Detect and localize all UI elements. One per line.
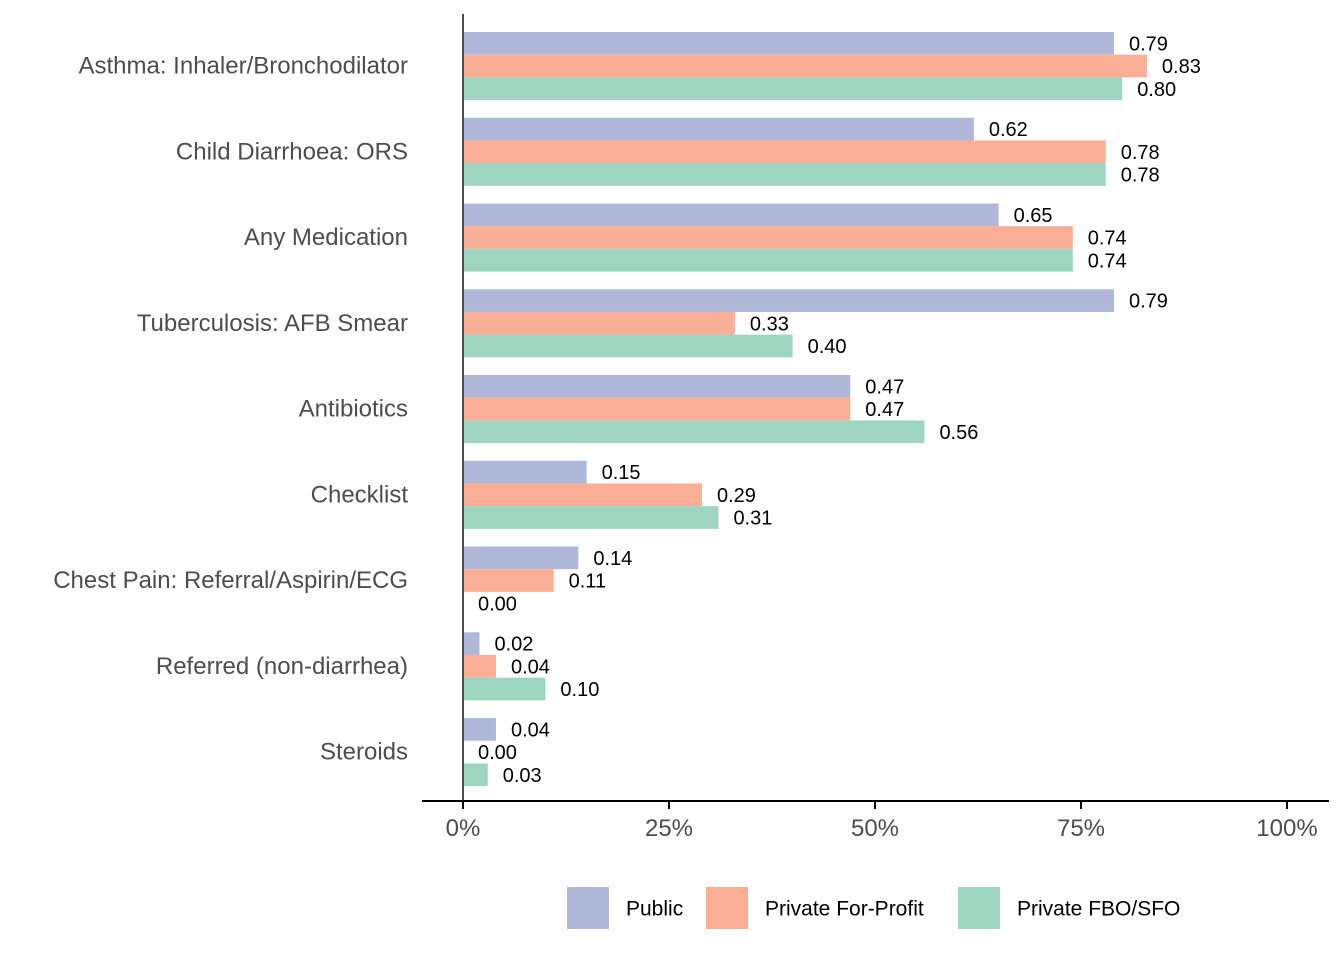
- bar-value-label: 0.78: [1121, 165, 1160, 187]
- bar: [463, 289, 1114, 312]
- bar-value-label: 0.40: [808, 336, 847, 358]
- bar: [463, 203, 999, 227]
- bar: [463, 677, 546, 701]
- value-labels-layer: 0.790.830.800.620.780.780.650.740.740.79…: [478, 33, 1201, 786]
- bar-value-label: 0.47: [865, 399, 904, 421]
- category-label: Tuberculosis: AFB Smear: [137, 310, 408, 337]
- bar-value-label: 0.74: [1088, 250, 1127, 272]
- category-label: Chest Pain: Referral/Aspirin/ECG: [53, 567, 408, 594]
- bar-value-label: 0.78: [1121, 142, 1160, 164]
- legend-key: [567, 887, 609, 929]
- category-label: Child Diarrhoea: ORS: [176, 138, 408, 165]
- bar: [463, 248, 1073, 272]
- x-tick-label: 100%: [1256, 815, 1317, 842]
- legend-label: Private FBO/SFO: [1017, 898, 1180, 921]
- bar-value-label: 0.79: [1129, 291, 1168, 313]
- bar-value-label: 0.80: [1137, 79, 1176, 101]
- legend-key: [958, 887, 1000, 929]
- bar: [463, 140, 1106, 164]
- bar-value-label: 0.65: [1014, 205, 1053, 227]
- bar: [463, 546, 579, 570]
- x-tick-label: 75%: [1057, 815, 1105, 842]
- bar-value-label: 0.74: [1088, 228, 1127, 250]
- bar: [463, 632, 480, 655]
- bar-value-label: 0.00: [478, 593, 517, 615]
- bar: [463, 334, 793, 358]
- x-tick-label: 50%: [851, 815, 899, 842]
- bar: [463, 32, 1114, 55]
- category-labels-layer: Asthma: Inhaler/Bronchodilator Child Diar…: [53, 53, 408, 766]
- bar: [463, 460, 587, 484]
- bar-value-label: 0.47: [865, 376, 904, 398]
- bar: [463, 718, 496, 741]
- x-tick-label: 25%: [645, 815, 693, 842]
- category-label: Checklist: [311, 481, 409, 508]
- category-label: Antibiotics: [299, 396, 408, 423]
- legend-key: [706, 887, 748, 929]
- bar-value-label: 0.31: [733, 508, 772, 530]
- bar-value-label: 0.62: [989, 119, 1028, 141]
- bar: [463, 763, 488, 787]
- bar: [463, 569, 554, 592]
- bar: [463, 420, 925, 444]
- bar-value-label: 0.00: [478, 742, 517, 764]
- bar: [463, 163, 1106, 186]
- bar-value-label: 0.11: [569, 571, 606, 593]
- x-tick-label: 0%: [446, 815, 481, 842]
- category-label: Steroids: [320, 739, 408, 766]
- bar-value-label: 0.02: [494, 634, 533, 656]
- bar-value-label: 0.10: [560, 679, 599, 701]
- x-axis-ticks: 0% 25% 50% 75% 100%: [446, 801, 1318, 842]
- bar: [463, 375, 851, 398]
- bar-value-label: 0.03: [503, 765, 542, 787]
- bars-layer: [463, 32, 1147, 787]
- bar: [463, 483, 702, 507]
- bar-value-label: 0.15: [602, 462, 641, 484]
- bar: [463, 654, 496, 678]
- bar-value-label: 0.04: [511, 656, 550, 678]
- legend-label: Private For-Profit: [765, 898, 924, 921]
- bar-value-label: 0.33: [750, 313, 789, 335]
- bar-value-label: 0.56: [939, 422, 978, 444]
- bar: [463, 397, 851, 421]
- bar: [463, 117, 974, 141]
- bar-value-label: 0.83: [1162, 56, 1201, 78]
- legend-label: Public: [626, 898, 683, 921]
- bar-value-label: 0.79: [1129, 33, 1168, 55]
- category-label: Referred (non-diarrhea): [156, 653, 408, 680]
- bar: [463, 226, 1073, 249]
- bar: [463, 311, 735, 335]
- bar: [463, 506, 719, 529]
- bar-value-label: 0.29: [717, 485, 756, 507]
- bar: [463, 77, 1123, 101]
- category-label: Asthma: Inhaler/Bronchodilator: [78, 53, 408, 80]
- category-label: Any Medication: [244, 224, 408, 251]
- bar-value-label: 0.14: [593, 548, 632, 570]
- bar-value-label: 0.04: [511, 719, 550, 741]
- legend: Public Private For-Profit Private FBO/SFO: [567, 887, 1180, 929]
- bar: [463, 54, 1147, 78]
